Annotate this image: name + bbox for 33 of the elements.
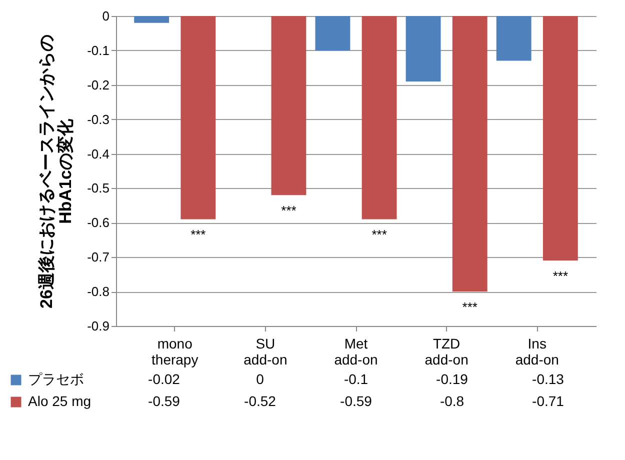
y-tick-label: -0.3 bbox=[87, 112, 110, 127]
data-label: -0.1 bbox=[344, 371, 368, 387]
data-label: -0.13 bbox=[532, 371, 564, 387]
annotation: *** bbox=[462, 300, 478, 315]
legend-label: Alo 25 mg bbox=[28, 393, 92, 409]
x-tick-label: Ins add-on bbox=[515, 336, 559, 368]
data-label: -0.71 bbox=[532, 393, 564, 409]
annotation: *** bbox=[372, 227, 387, 242]
legend-label: プラセボ bbox=[28, 371, 84, 387]
y-tick-label: -0.5 bbox=[87, 180, 110, 196]
x-tick-label: SU add-on bbox=[244, 336, 288, 368]
annotation: *** bbox=[281, 203, 296, 218]
data-label: 0 bbox=[256, 371, 264, 387]
x-tick-label: TZD add-on bbox=[424, 336, 468, 368]
y-tick-label: -0.2 bbox=[87, 77, 110, 92]
y-tick-label: -0.7 bbox=[87, 250, 110, 265]
y-tick-label: -0.9 bbox=[87, 318, 110, 334]
data-label: -0.59 bbox=[340, 393, 372, 409]
data-label: -0.8 bbox=[440, 393, 464, 409]
x-tick-label: Met add-on bbox=[334, 336, 378, 368]
data-label: -0.59 bbox=[148, 393, 180, 409]
x-tick-label: mono therapy bbox=[152, 336, 198, 368]
y-tick-label: -0.8 bbox=[87, 284, 110, 300]
annotation: *** bbox=[552, 268, 568, 284]
y-tick-label: 0 bbox=[102, 8, 110, 24]
y-tick-label: -0.6 bbox=[87, 215, 110, 230]
data-label: -0.02 bbox=[148, 371, 180, 387]
y-tick-label: -0.4 bbox=[87, 146, 110, 162]
annotation: *** bbox=[190, 227, 206, 242]
y-axis-title: 26週後におけるベースラインからの HbA1cの変化 bbox=[37, 34, 76, 308]
data-label: -0.52 bbox=[244, 393, 276, 409]
y-tick-label: -0.1 bbox=[87, 42, 110, 58]
data-label: -0.19 bbox=[436, 371, 468, 387]
